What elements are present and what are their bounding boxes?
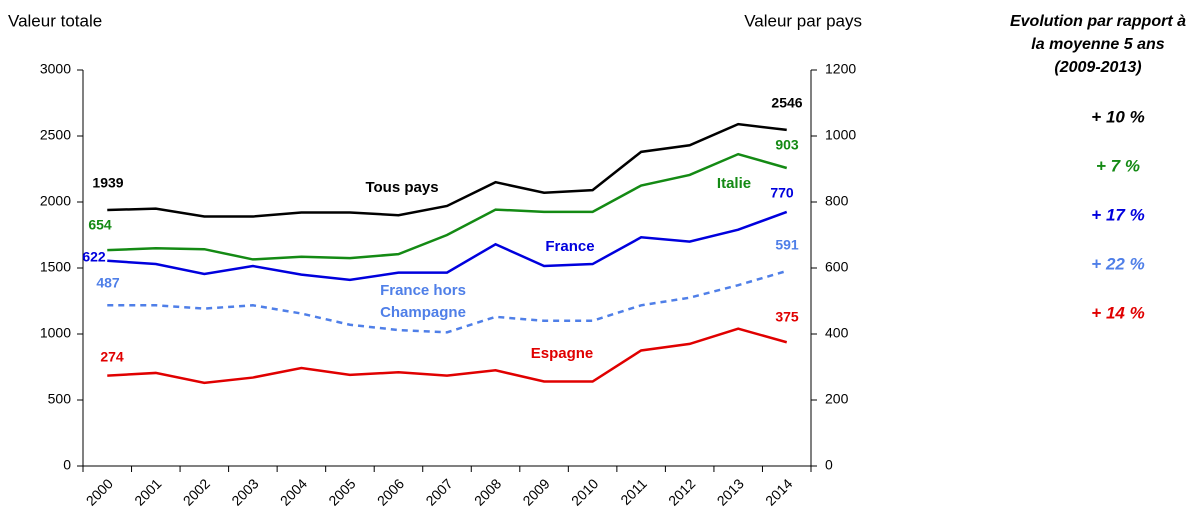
x-tick-label: 2012	[665, 475, 698, 508]
x-tick-label: 2009	[519, 475, 552, 508]
x-tick-label: 2004	[277, 475, 310, 508]
panel-item: + 22 %	[1091, 254, 1144, 273]
x-tick-label: 2006	[374, 475, 407, 508]
series-name: Espagne	[530, 345, 594, 362]
series-name: Italie	[716, 175, 752, 192]
y2-axis-title: Valeur par pays	[744, 11, 862, 30]
panel-item: + 14 %	[1091, 303, 1144, 322]
series-name: France hors Champagne	[380, 282, 466, 321]
y-tick-label: 3000	[40, 61, 71, 77]
data-label: 1939	[92, 175, 123, 191]
data-label: 903	[775, 137, 799, 153]
x-tick-label: 2007	[422, 475, 455, 508]
data-label: 375	[775, 309, 799, 325]
y-tick-label: 1500	[40, 259, 71, 275]
data-label: 2546	[771, 95, 802, 111]
series-line	[107, 210, 788, 282]
data-label: 274	[100, 349, 124, 365]
y2-tick-label: 0	[825, 457, 833, 473]
y2-tick-label: 600	[825, 259, 849, 275]
data-label: 487	[96, 275, 120, 291]
x-tick-label: 2011	[617, 475, 650, 508]
x-tick-label: 2003	[228, 475, 261, 508]
y-tick-label: 0	[63, 457, 71, 473]
y2-tick-label: 1200	[825, 61, 856, 77]
series-line	[107, 269, 788, 334]
panel-item: + 7 %	[1096, 156, 1140, 175]
y-tick-label: 2500	[40, 127, 71, 143]
y-tick-label: 1000	[40, 325, 71, 341]
series-name: France	[545, 238, 595, 255]
x-tick-label: 2002	[180, 475, 213, 508]
panel-title: la moyenne 5 ans	[1031, 36, 1164, 53]
series-line	[107, 327, 788, 385]
panel-title: (2009-2013)	[1054, 59, 1141, 76]
panel-title: Evolution par rapport à	[1010, 13, 1186, 30]
y-tick-label: 2000	[40, 193, 71, 209]
panel-item: + 10 %	[1091, 107, 1144, 126]
series-line	[107, 122, 787, 218]
series-line	[107, 152, 788, 261]
series-name: Tous pays	[365, 179, 439, 196]
data-label: 591	[775, 237, 799, 253]
data-label: 622	[82, 249, 106, 265]
y2-tick-label: 400	[825, 325, 849, 341]
y-tick-label: 500	[48, 391, 72, 407]
x-tick-label: 2010	[568, 475, 601, 508]
data-label: 770	[770, 185, 794, 201]
data-label: 654	[88, 217, 112, 233]
y2-tick-label: 800	[825, 193, 849, 209]
y-axis-title: Valeur totale	[8, 11, 102, 30]
x-tick-label: 2005	[325, 475, 358, 508]
y2-tick-label: 1000	[825, 127, 856, 143]
x-tick-label: 2013	[714, 475, 747, 508]
x-tick-label: 2000	[83, 475, 116, 508]
x-tick-label: 2001	[131, 475, 164, 508]
y2-tick-label: 200	[825, 391, 849, 407]
panel-item: + 17 %	[1091, 205, 1144, 224]
x-tick-label: 2014	[762, 475, 795, 508]
x-tick-label: 2008	[471, 475, 504, 508]
